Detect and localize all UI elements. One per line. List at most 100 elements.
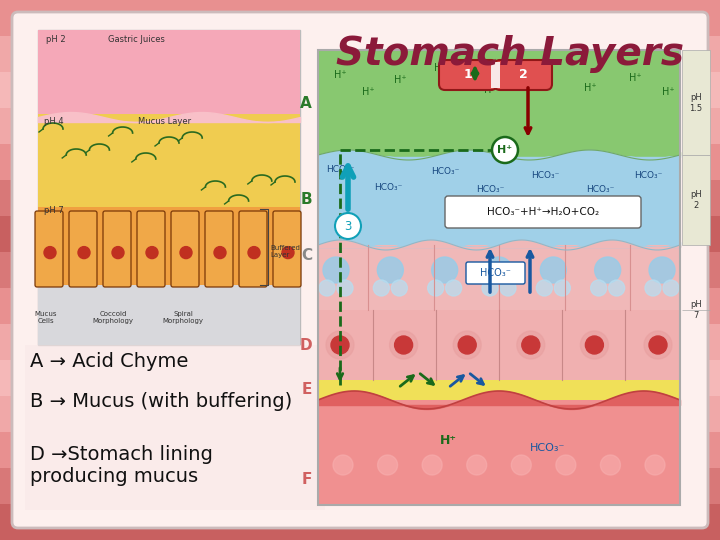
Bar <box>318 245 680 310</box>
Circle shape <box>377 455 397 475</box>
Text: H⁺: H⁺ <box>333 70 346 80</box>
Text: A: A <box>300 96 312 111</box>
Text: HCO₃⁻: HCO₃⁻ <box>586 186 614 194</box>
FancyBboxPatch shape <box>494 60 552 90</box>
Circle shape <box>492 137 518 163</box>
FancyBboxPatch shape <box>273 211 301 287</box>
Circle shape <box>649 257 675 283</box>
FancyBboxPatch shape <box>466 262 525 284</box>
Circle shape <box>595 257 621 283</box>
Text: B: B <box>300 192 312 207</box>
Text: HCO₃⁻: HCO₃⁻ <box>476 186 504 194</box>
Circle shape <box>248 247 260 259</box>
Text: F: F <box>302 472 312 488</box>
Circle shape <box>392 280 408 296</box>
Circle shape <box>511 455 531 475</box>
Circle shape <box>500 280 516 296</box>
Text: HCO₃⁻: HCO₃⁻ <box>634 171 662 179</box>
Bar <box>0 144 720 180</box>
Circle shape <box>517 331 545 359</box>
Text: pH
7: pH 7 <box>690 300 702 320</box>
Circle shape <box>331 336 349 354</box>
Text: H⁺: H⁺ <box>539 70 552 80</box>
Text: D →Stomach lining
producing mucus: D →Stomach lining producing mucus <box>30 445 213 486</box>
FancyBboxPatch shape <box>439 60 497 90</box>
Text: Mucus Layer: Mucus Layer <box>138 117 191 126</box>
Bar <box>0 107 720 144</box>
Text: H⁺: H⁺ <box>584 83 596 93</box>
Circle shape <box>214 247 226 259</box>
Text: pH
1.5: pH 1.5 <box>690 93 703 113</box>
Text: Stomach Layers: Stomach Layers <box>336 35 684 73</box>
Circle shape <box>112 247 124 259</box>
Text: HCO₃⁻: HCO₃⁻ <box>374 184 402 192</box>
Circle shape <box>580 331 608 359</box>
FancyBboxPatch shape <box>239 211 267 287</box>
Text: HCO₃⁻: HCO₃⁻ <box>531 443 566 453</box>
Text: HCO₃⁻: HCO₃⁻ <box>431 167 459 177</box>
Bar <box>38 285 300 345</box>
Text: A → Acid Chyme: A → Acid Chyme <box>30 352 189 371</box>
Bar <box>0 323 720 360</box>
Circle shape <box>663 280 679 296</box>
Bar <box>491 62 500 88</box>
FancyBboxPatch shape <box>35 211 63 287</box>
Circle shape <box>422 455 442 475</box>
Bar <box>25 385 325 440</box>
Bar <box>318 155 680 245</box>
Text: H⁺: H⁺ <box>439 434 456 447</box>
Circle shape <box>458 336 476 354</box>
FancyBboxPatch shape <box>137 211 165 287</box>
Text: 1: 1 <box>464 69 472 82</box>
Circle shape <box>432 257 458 283</box>
FancyBboxPatch shape <box>205 211 233 287</box>
Circle shape <box>644 331 672 359</box>
Bar <box>318 50 680 155</box>
Text: HCO₃⁻: HCO₃⁻ <box>531 171 559 179</box>
Text: E: E <box>302 382 312 397</box>
FancyBboxPatch shape <box>69 211 97 287</box>
Bar <box>38 30 300 119</box>
Text: pH 4: pH 4 <box>44 117 63 126</box>
Circle shape <box>536 280 552 296</box>
Bar <box>0 252 720 288</box>
Circle shape <box>649 336 667 354</box>
Text: Buffered
Layer: Buffered Layer <box>270 245 300 258</box>
Circle shape <box>180 247 192 259</box>
Text: H⁺: H⁺ <box>498 145 513 155</box>
Circle shape <box>590 280 607 296</box>
FancyBboxPatch shape <box>445 196 641 228</box>
Text: Coccoid
Morphology: Coccoid Morphology <box>92 311 133 324</box>
Circle shape <box>335 213 361 239</box>
Circle shape <box>608 280 625 296</box>
Circle shape <box>395 336 413 354</box>
Circle shape <box>428 280 444 296</box>
Bar <box>0 468 720 504</box>
Circle shape <box>337 280 353 296</box>
Bar <box>318 400 680 505</box>
Circle shape <box>453 331 481 359</box>
Text: H⁺: H⁺ <box>629 73 642 83</box>
FancyBboxPatch shape <box>12 12 708 528</box>
Circle shape <box>600 455 621 475</box>
Bar <box>0 71 720 108</box>
Bar <box>0 503 720 540</box>
Text: H⁺: H⁺ <box>433 63 446 73</box>
Circle shape <box>556 455 576 475</box>
Text: Gastric Juices: Gastric Juices <box>108 35 165 44</box>
Circle shape <box>522 336 540 354</box>
Circle shape <box>326 331 354 359</box>
Text: 2: 2 <box>518 69 527 82</box>
Circle shape <box>377 257 403 283</box>
Bar <box>38 30 300 345</box>
Circle shape <box>390 331 418 359</box>
Text: H⁺: H⁺ <box>394 75 406 85</box>
Bar <box>25 440 325 510</box>
Circle shape <box>645 280 661 296</box>
Circle shape <box>446 280 462 296</box>
Bar <box>682 50 710 155</box>
Circle shape <box>585 336 603 354</box>
Text: HCO₃⁻: HCO₃⁻ <box>326 165 354 174</box>
Bar <box>318 380 680 400</box>
Text: pH 2: pH 2 <box>46 35 66 44</box>
